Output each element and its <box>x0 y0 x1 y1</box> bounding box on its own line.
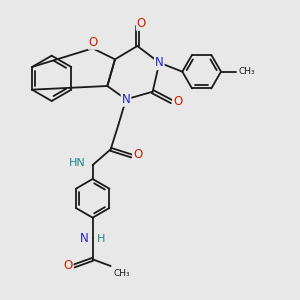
Text: CH₃: CH₃ <box>113 269 130 278</box>
Text: O: O <box>173 94 182 107</box>
Text: N: N <box>80 232 89 245</box>
Text: H: H <box>97 234 105 244</box>
Text: O: O <box>137 17 146 30</box>
Text: HN: HN <box>69 158 85 168</box>
Text: N: N <box>155 56 164 69</box>
Text: O: O <box>89 36 98 49</box>
Text: CH₃: CH₃ <box>239 67 255 76</box>
Text: O: O <box>133 148 142 161</box>
Text: N: N <box>122 93 130 106</box>
Text: O: O <box>63 259 73 272</box>
